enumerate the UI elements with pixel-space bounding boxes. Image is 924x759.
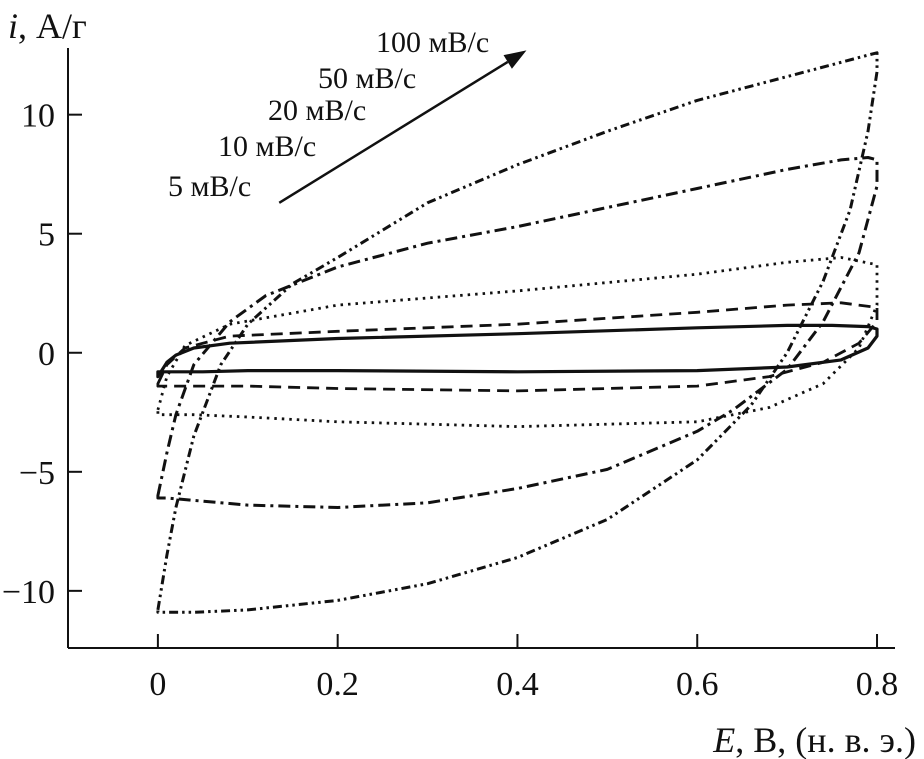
x-tick-label: 0 [149,666,166,703]
y-axis-unit: , А/г [18,6,87,46]
cv-series-3 [156,256,879,428]
scan-rate-annotations: 100 мВ/с 50 мВ/с 20 мВ/с 10 мВ/с 5 мВ/с [168,26,489,203]
cv-series-2 [156,301,879,393]
y-tick-label: 5 [38,217,55,254]
arrow-head [503,50,527,69]
annotation-5: 5 мВ/с [168,170,251,203]
y-tick-label: 10 [21,98,55,135]
y-tick-label: −10 [2,574,55,611]
x-tick-label: 0.6 [676,666,719,703]
y-axis-title: i, А/г [8,6,87,46]
cv-series-5 [156,51,879,614]
x-axis-title: E, В, (н. в. э.) [712,720,916,759]
cv-series-4 [156,156,879,509]
x-tick-label: 0.8 [856,666,899,703]
x-axis-var: E [712,720,735,759]
x-tick-label: 0.2 [316,666,359,703]
arrow-shaft [278,60,509,204]
axes [67,48,895,649]
annotation-100: 100 мВ/с [376,26,489,59]
arrow-icon [278,50,527,204]
tick-labels: 0 0.2 0.4 0.6 0.8 10 5 0 −5 −10 [2,98,898,703]
annotation-20: 20 мВ/с [268,94,366,127]
annotation-10: 10 мВ/с [218,130,316,163]
x-axis-unit: , В, (н. в. э.) [735,720,916,759]
annotation-50: 50 мВ/с [318,62,416,95]
x-tick-label: 0.4 [496,666,539,703]
y-tick-label: −5 [19,455,55,492]
ticks [68,113,879,648]
curves [156,51,879,614]
cv-series-1 [156,323,879,379]
y-axis-var: i [8,6,18,46]
y-tick-label: 0 [38,336,55,373]
